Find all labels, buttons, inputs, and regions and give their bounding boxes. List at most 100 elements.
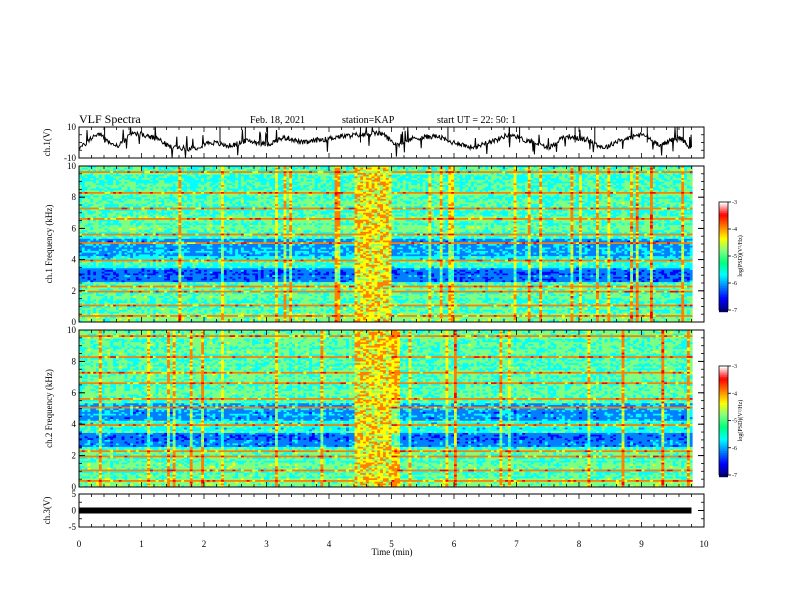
ch1-spec-cell bbox=[173, 182, 176, 184]
ch1-spec-cell bbox=[159, 313, 162, 315]
ch1-spec-cell bbox=[93, 171, 96, 173]
ch1-spec-cell bbox=[139, 180, 142, 182]
ch1-spec-cell bbox=[116, 171, 119, 173]
ch1-spec-cell bbox=[167, 308, 170, 310]
ch1-spec-cell bbox=[178, 178, 181, 180]
ch1-spec-cell bbox=[167, 241, 170, 243]
ch1-spec-cell bbox=[167, 209, 170, 211]
ch1-spec-cell bbox=[88, 218, 91, 220]
ch1-spec-cell bbox=[144, 199, 147, 201]
ch1-spec-cell bbox=[82, 277, 85, 279]
ch1-spec-cell bbox=[144, 187, 147, 189]
ch1-spec-cell bbox=[150, 194, 153, 196]
ch1-spec-cell bbox=[102, 242, 105, 244]
ch1-spec-cell bbox=[105, 220, 108, 222]
ch1-spec-cell bbox=[142, 208, 145, 210]
ch1-spec-cell bbox=[107, 282, 110, 284]
ch1-spec-cell bbox=[156, 175, 159, 177]
ch1-spec-cell bbox=[99, 201, 102, 203]
ch1-spec-cell bbox=[161, 232, 164, 234]
ch1-spec-cell bbox=[139, 223, 142, 225]
ch1-spec-cell bbox=[99, 218, 102, 220]
ch1-spec-cell bbox=[124, 225, 127, 227]
ch1-spec-cell bbox=[150, 272, 153, 274]
ch1-spec-cell bbox=[85, 312, 88, 314]
ch1-spec-cell bbox=[133, 199, 136, 201]
ch1-spec-cell bbox=[161, 272, 164, 274]
ch1-spec-cell bbox=[105, 199, 108, 201]
ch1-spec-cell bbox=[107, 279, 110, 281]
ch1-spec-cell bbox=[144, 213, 147, 215]
ch1-spec-cell bbox=[156, 298, 159, 300]
ch1-spec-cell bbox=[88, 315, 91, 317]
ch1-spec-cell bbox=[127, 299, 130, 301]
ch1-spec-cell bbox=[178, 232, 181, 234]
ch1-spec-cell bbox=[147, 168, 150, 170]
ch1-spec-cell bbox=[119, 171, 122, 173]
ch1-spec-cell bbox=[159, 289, 162, 291]
ch1-spec-cell bbox=[142, 215, 145, 217]
ch1-spec-cell bbox=[99, 305, 102, 307]
ch1-spec-cell bbox=[150, 169, 153, 171]
ch1-spec-cell bbox=[82, 230, 85, 232]
ch1-spec-cell bbox=[161, 246, 164, 248]
ch1-spec-cell bbox=[130, 256, 133, 258]
ch1-spec-cell bbox=[88, 192, 91, 194]
ch1-spec-cell bbox=[159, 254, 162, 256]
ch1-spec-cell bbox=[147, 183, 150, 185]
ch1-spec-cell bbox=[99, 312, 102, 314]
ch1-spec-cell bbox=[82, 319, 85, 321]
ch1-spec-cell bbox=[96, 260, 99, 262]
ch1-spec-cell bbox=[119, 246, 122, 248]
ch1-spec-cell bbox=[176, 289, 179, 291]
ch1-spec-cell bbox=[85, 201, 88, 203]
ch1-spec-cell bbox=[88, 225, 91, 227]
ch1-spec-cell bbox=[153, 284, 156, 286]
ch1-spec-cell bbox=[161, 192, 164, 194]
ch1-spec-cell bbox=[127, 197, 130, 199]
ch1-spec-cell bbox=[167, 301, 170, 303]
ch1-spec-cell bbox=[122, 251, 125, 253]
ch1-spec-cell bbox=[90, 286, 93, 288]
ch1-spec-cell bbox=[136, 289, 139, 291]
ch1-spec-cell bbox=[130, 305, 133, 307]
ch1-spec-cell bbox=[116, 218, 119, 220]
ch1-spec-cell bbox=[90, 213, 93, 215]
ch1-spec-cell bbox=[161, 218, 164, 220]
ch1-spec-cell bbox=[102, 221, 105, 223]
ch1-spec-cell bbox=[113, 294, 116, 296]
ch1-spec-cell bbox=[170, 173, 173, 175]
ch1-spec-cell bbox=[113, 306, 116, 308]
ch1-spec-cell bbox=[133, 289, 136, 291]
ch1-spec-cell bbox=[164, 213, 167, 215]
ch1-spec-cell bbox=[170, 251, 173, 253]
ch1-spec-cell bbox=[124, 234, 127, 236]
ch1-spec-cell bbox=[159, 315, 162, 317]
ch1-spec-cell bbox=[133, 260, 136, 262]
ch1-spec-cell bbox=[136, 189, 139, 191]
ch1-spec-cell bbox=[156, 244, 159, 246]
ch1-spec-cell bbox=[142, 221, 145, 223]
ch1-spec-cell bbox=[159, 247, 162, 249]
ch1-spec-cell bbox=[110, 249, 113, 251]
ch1-spec-cell bbox=[173, 237, 176, 239]
ch1-spec-cell bbox=[178, 228, 181, 230]
ch1-spec-cell bbox=[139, 176, 142, 178]
ch1-spec-cell bbox=[90, 313, 93, 315]
ch1-spec-cell bbox=[102, 202, 105, 204]
ch1-spec-cell bbox=[161, 230, 164, 232]
ch1-spec-cell bbox=[173, 199, 176, 201]
ch1-spec-cell bbox=[105, 178, 108, 180]
ch1-spec-cell bbox=[119, 310, 122, 312]
ch1-spec-cell bbox=[178, 270, 181, 272]
ch1-spec-cell bbox=[136, 227, 139, 229]
ch1-spec-cell bbox=[119, 247, 122, 249]
ch1-spec-cell bbox=[99, 299, 102, 301]
ch1-spec-cell bbox=[144, 280, 147, 282]
ch1-spec-cell bbox=[116, 298, 119, 300]
ch1-spec-cell bbox=[167, 284, 170, 286]
ch1-spec-cell bbox=[159, 242, 162, 244]
ch1-spec-cell bbox=[102, 169, 105, 171]
ch1-spec-cell bbox=[85, 173, 88, 175]
ch1-spec-cell bbox=[82, 175, 85, 177]
